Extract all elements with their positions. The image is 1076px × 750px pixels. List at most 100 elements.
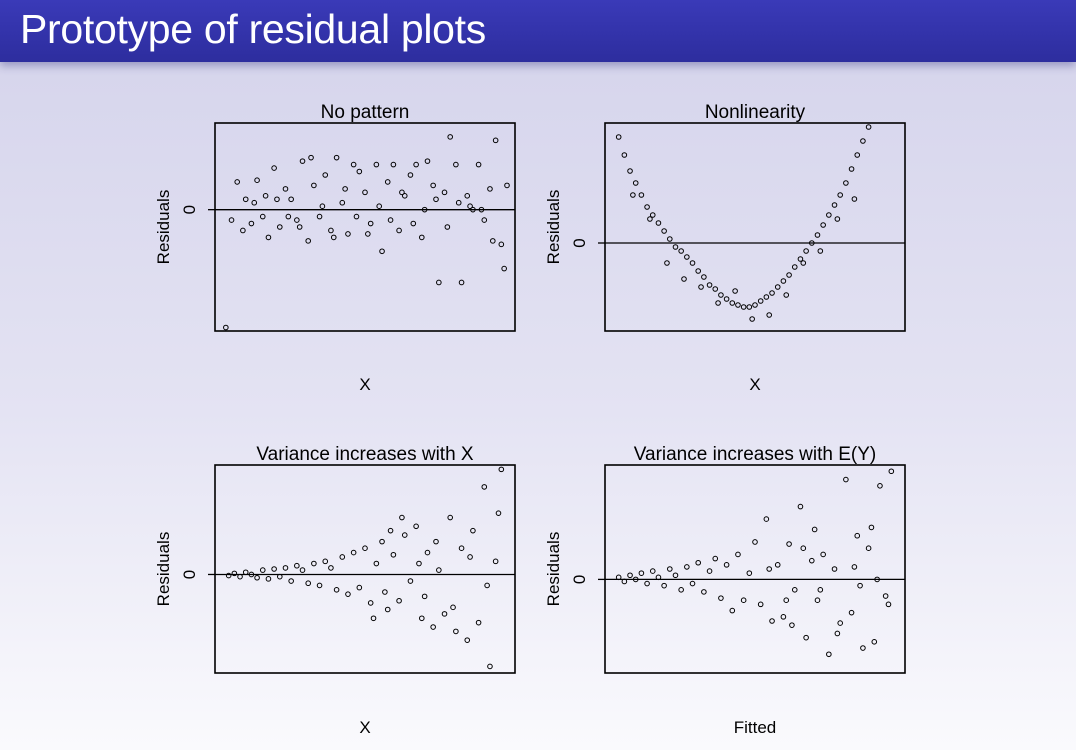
data-point (865, 124, 872, 130)
data-point (865, 545, 872, 552)
data-point (433, 538, 439, 545)
data-point (277, 573, 283, 580)
data-point (843, 476, 849, 483)
data-point (436, 567, 442, 573)
data-point (831, 566, 838, 572)
data-point (667, 566, 673, 572)
data-point (655, 220, 662, 226)
data-point (410, 220, 417, 227)
data-point (681, 276, 687, 282)
data-point (868, 524, 875, 531)
data-point (484, 582, 490, 589)
data-point (316, 582, 323, 589)
data-point (453, 628, 459, 635)
data-point (362, 189, 368, 196)
data-point (672, 572, 679, 579)
data-point (322, 558, 329, 565)
data-point (490, 238, 496, 244)
data-point (774, 562, 781, 568)
data-point (837, 192, 844, 198)
data-point (735, 551, 741, 558)
data-point (684, 564, 690, 570)
data-point (365, 231, 371, 237)
data-point (672, 244, 679, 250)
data-point (800, 545, 807, 552)
data-point (501, 265, 507, 272)
data-point (475, 619, 482, 626)
data-point (701, 589, 707, 595)
data-point (498, 241, 505, 248)
data-point (458, 279, 465, 286)
data-point (644, 204, 650, 210)
data-point (481, 217, 488, 223)
data-point (265, 234, 272, 241)
data-point (282, 565, 289, 571)
data-point (874, 576, 880, 583)
data-point (265, 576, 272, 582)
data-point (851, 196, 858, 202)
plot-frame (214, 122, 516, 332)
data-point (455, 199, 462, 206)
data-point (356, 168, 363, 175)
data-point (421, 206, 428, 213)
data-point (231, 570, 238, 577)
data-point (311, 182, 317, 189)
data-point (627, 572, 633, 579)
data-point (649, 568, 656, 574)
data-point (689, 260, 696, 266)
data-point (715, 300, 721, 306)
data-point (780, 278, 787, 284)
data-point (638, 192, 645, 198)
data-point (877, 483, 883, 489)
data-point (783, 597, 790, 604)
data-point (746, 570, 753, 576)
data-point (661, 582, 667, 589)
data-point (706, 568, 713, 574)
data-point (288, 578, 294, 584)
data-point (655, 574, 662, 581)
y-axis-label: Residuals (154, 190, 173, 265)
data-point (752, 539, 758, 545)
data-point (649, 212, 656, 218)
data-point (254, 177, 260, 183)
data-point (786, 272, 792, 278)
data-point (647, 216, 653, 222)
data-point (384, 179, 391, 185)
data-point (470, 206, 476, 213)
data-point (791, 587, 798, 593)
data-point (615, 134, 622, 140)
data-point (390, 551, 397, 558)
data-point (780, 614, 787, 620)
data-point (379, 248, 385, 255)
data-point (712, 286, 719, 292)
y-axis-label: Residuals (544, 190, 563, 265)
x-axis-label: X (749, 375, 760, 394)
plot-title: Nonlinearity (705, 102, 806, 123)
y-tick-label: 0 (570, 238, 589, 247)
y-axis-label: Residuals (154, 532, 173, 607)
data-point (638, 570, 645, 576)
data-point (774, 284, 781, 290)
data-point (718, 595, 724, 601)
data-point (487, 663, 493, 670)
data-point (294, 217, 300, 223)
data-point (356, 584, 363, 591)
data-point (242, 196, 249, 203)
data-point (373, 161, 380, 168)
data-point (248, 571, 255, 578)
data-point (384, 606, 391, 613)
data-point (831, 202, 838, 208)
plot-panel-1: 0 No pattern X Residuals (154, 102, 516, 394)
data-point (797, 503, 804, 510)
y-tick-label: 0 (180, 570, 199, 579)
data-point (843, 180, 849, 186)
data-point (746, 304, 753, 310)
data-point (396, 227, 402, 234)
data-point (621, 152, 628, 158)
data-point (433, 196, 439, 203)
data-point (678, 587, 684, 593)
data-point (387, 527, 394, 534)
data-point (464, 193, 471, 199)
plot-frame (214, 464, 516, 674)
